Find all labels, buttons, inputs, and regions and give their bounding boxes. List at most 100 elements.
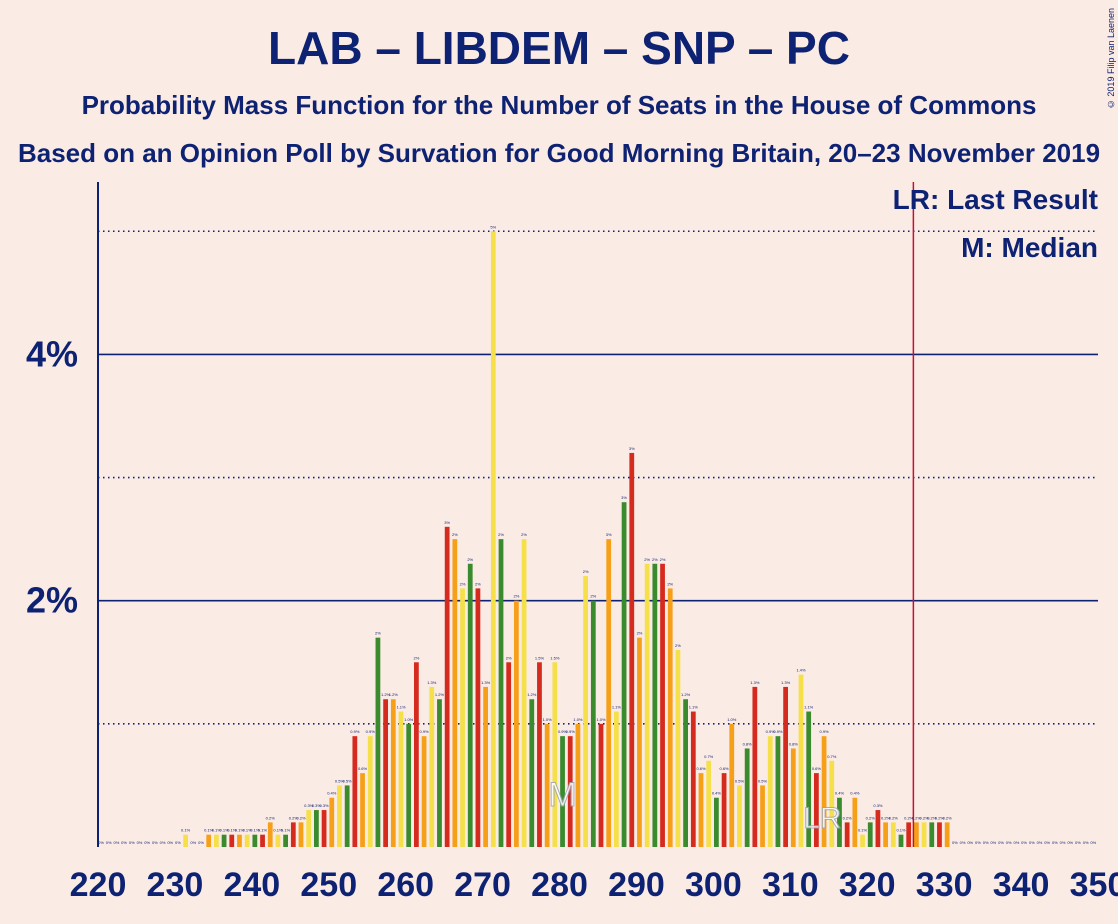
- bar-256: [375, 637, 381, 847]
- bar-250: [329, 797, 335, 847]
- bar-280: [560, 736, 565, 847]
- bar-305: [752, 686, 758, 847]
- data-label-302: 1.0%: [727, 717, 737, 722]
- bar-326: [914, 822, 919, 847]
- data-label-331: 0%: [952, 840, 958, 845]
- data-label-327: 0.2%: [920, 815, 930, 820]
- axes: 220 230 240 250 260 270 280 290 300 310 320 330 340 3…: [70, 182, 1118, 904]
- data-label-281: 0.9%: [566, 729, 576, 734]
- x-tick-label: 300: [685, 866, 742, 904]
- bar-235: [214, 834, 219, 847]
- bar-330: [944, 822, 950, 847]
- bar-295: [675, 649, 681, 847]
- data-label-341: 0%: [1029, 840, 1035, 845]
- bar-313: [814, 773, 819, 847]
- data-label-298: 0.6%: [696, 766, 706, 771]
- data-label-264: 1.2%: [435, 692, 445, 697]
- data-label-319: 0.1%: [858, 828, 868, 833]
- data-label-227: 0%: [152, 840, 158, 845]
- bar-252: [344, 785, 350, 847]
- bar-234: [206, 834, 212, 847]
- data-label-309: 1.3%: [781, 680, 791, 685]
- data-label-330: 0.2%: [943, 815, 953, 820]
- bar-329: [937, 822, 942, 847]
- data-label-337: 0%: [998, 840, 1004, 845]
- bar-267: [460, 588, 465, 847]
- bar-246: [298, 822, 304, 847]
- data-label-323: 0.2%: [889, 815, 899, 820]
- bar-243: [275, 834, 281, 847]
- x-tick-label: 320: [839, 866, 896, 904]
- bar-284: [590, 600, 596, 847]
- data-label-257: 1.2%: [381, 692, 391, 697]
- data-label-284: 2%: [590, 594, 596, 599]
- bar-320: [867, 822, 873, 847]
- data-label-293: 2%: [660, 557, 666, 562]
- x-tick-label: 230: [147, 866, 204, 904]
- data-label-336: 0%: [990, 840, 996, 845]
- data-label-349: 0%: [1090, 840, 1096, 845]
- bar-288: [621, 502, 627, 847]
- bar-297: [690, 711, 696, 847]
- x-tick-label: 350: [1070, 866, 1118, 904]
- data-label-234: 0.1%: [204, 828, 214, 833]
- bar-258: [390, 699, 396, 847]
- bar-304: [744, 748, 750, 847]
- data-label-312: 1.1%: [804, 705, 814, 710]
- bar-277: [537, 662, 542, 847]
- bar-276: [529, 699, 535, 847]
- x-tick-label: 340: [993, 866, 1050, 904]
- bar-310: [790, 748, 796, 847]
- data-label-275: 2%: [521, 532, 527, 537]
- data-label-295: 2%: [675, 643, 681, 648]
- data-label-277: 1.5%: [535, 655, 545, 660]
- data-label-285: 1.0%: [596, 717, 606, 722]
- data-label-334: 0%: [975, 840, 981, 845]
- bar-240: [252, 834, 258, 847]
- data-label-320: 0.2%: [866, 815, 876, 820]
- bar-238: [237, 834, 242, 847]
- data-label-226: 0%: [144, 840, 150, 845]
- bar-306: [760, 785, 765, 847]
- data-label-231: 0.1%: [181, 828, 191, 833]
- data-label-291: 2%: [644, 557, 650, 562]
- bar-241: [260, 834, 265, 847]
- bar-260: [406, 723, 412, 847]
- x-tick-label: 260: [377, 866, 434, 904]
- data-label-339: 0%: [1013, 840, 1019, 845]
- data-label-267: 2%: [460, 581, 466, 586]
- data-label-292: 2%: [652, 557, 658, 562]
- data-label-303: 0.5%: [735, 778, 745, 783]
- data-label-247: 0.3%: [304, 803, 314, 808]
- data-label-269: 2%: [475, 581, 481, 586]
- data-label-253: 0.9%: [350, 729, 360, 734]
- data-label-261: 2%: [413, 655, 419, 660]
- x-tick-label: 250: [300, 866, 357, 904]
- data-label-346: 0%: [1067, 840, 1073, 845]
- data-label-270: 1.3%: [481, 680, 491, 685]
- bar-327: [921, 822, 927, 847]
- x-tick-label: 310: [762, 866, 819, 904]
- data-label-259: 1.1%: [396, 705, 406, 710]
- data-label-288: 3%: [621, 495, 627, 500]
- bar-236: [221, 834, 227, 847]
- bar-308: [775, 736, 781, 847]
- chart-title: LAB – LIBDEM – SNP – PC: [268, 22, 850, 74]
- data-label-232: 0%: [190, 840, 196, 845]
- data-label-307: 0.9%: [766, 729, 776, 734]
- bar-279: [552, 662, 558, 847]
- data-label-316: 0.4%: [835, 791, 845, 796]
- median-marker: M: [548, 776, 576, 814]
- data-label-241: 0.1%: [258, 828, 268, 833]
- y-tick-label: 2%: [26, 580, 78, 621]
- data-label-329: 0.2%: [935, 815, 945, 820]
- data-label-313: 0.6%: [812, 766, 822, 771]
- data-label-255: 0.9%: [366, 729, 376, 734]
- bar-296: [683, 699, 688, 847]
- bar-239: [244, 834, 250, 847]
- data-label-345: 0%: [1060, 840, 1066, 845]
- data-label-328: 0.2%: [927, 815, 937, 820]
- data-label-251: 0.5%: [335, 778, 345, 783]
- bar-294: [667, 588, 673, 847]
